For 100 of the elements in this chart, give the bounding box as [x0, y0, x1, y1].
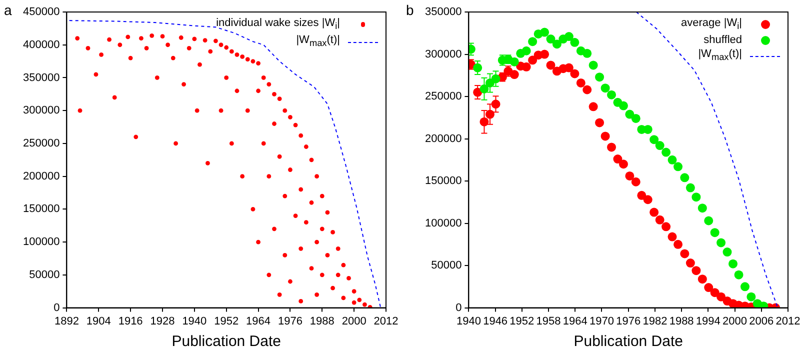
point	[582, 85, 592, 94]
point	[528, 56, 538, 65]
point	[473, 88, 482, 97]
legend-label: |W$_{max}$(t)|	[296, 33, 340, 50]
point	[746, 292, 756, 302]
x-tick-label: 1928	[150, 315, 175, 328]
x-axis-title: Publication Date	[172, 333, 281, 350]
x-tick-label: 1976	[278, 315, 302, 328]
point	[631, 177, 640, 186]
x-tick-label: 1976	[616, 315, 641, 328]
legend-label: shuffled	[704, 33, 742, 48]
point	[698, 274, 707, 284]
point	[588, 60, 598, 70]
x-tick-label: 2000	[722, 315, 748, 328]
point	[491, 74, 500, 84]
point	[582, 48, 592, 58]
y-tick-label: 250000	[424, 90, 462, 103]
point	[564, 63, 574, 72]
x-tick-label: 1958	[536, 315, 561, 328]
y-tick-label: 300000	[22, 104, 60, 117]
y-tick-label: 200000	[22, 170, 60, 182]
x-tick-label: 2000	[342, 315, 366, 328]
point	[618, 160, 628, 169]
point	[674, 240, 683, 249]
point	[595, 72, 604, 82]
y-tick-label: 150000	[22, 203, 60, 216]
point	[631, 114, 640, 123]
point	[491, 100, 500, 109]
point	[588, 102, 598, 112]
point	[618, 101, 628, 110]
y-tick-label: 450000	[22, 6, 60, 18]
y-tick-label: 150000	[424, 175, 462, 188]
x-tick-label: 1892	[54, 315, 79, 328]
legend-label: individual wake sizes |W$_{i}$|	[216, 16, 340, 34]
x-tick-label: 1952	[214, 315, 239, 328]
x-tick-label: 1952	[510, 315, 534, 328]
point	[552, 40, 562, 49]
legend-label: average |W$_{i}$|	[681, 16, 742, 34]
point	[528, 37, 538, 46]
y-tick-label: 350000	[22, 72, 60, 84]
point	[662, 222, 671, 232]
x-tick-label: 1982	[642, 315, 668, 328]
point	[595, 118, 604, 128]
point	[668, 232, 677, 242]
x-tick-label: 2012	[374, 315, 398, 328]
point	[625, 110, 634, 119]
x-tick-label: 1946	[483, 315, 508, 328]
point	[686, 183, 695, 192]
y-tick-label: 200000	[424, 132, 462, 145]
x-axis-title: Publication Date	[574, 333, 683, 350]
point	[546, 34, 556, 44]
line-series	[636, 12, 778, 308]
x-tick-label: 1904	[86, 315, 111, 328]
point	[710, 288, 720, 298]
point	[564, 32, 574, 42]
x-tick-label: 1964	[562, 315, 588, 328]
x-tick-label: 1940	[182, 315, 207, 328]
x-tick-label: 1988	[669, 315, 694, 328]
point	[680, 173, 690, 182]
point	[722, 248, 732, 257]
point	[613, 154, 622, 164]
point	[570, 69, 580, 78]
point	[662, 148, 671, 157]
y-tick-label: 50000	[29, 268, 60, 281]
point	[716, 292, 726, 302]
point	[546, 60, 556, 70]
x-tick-label: 1940	[456, 315, 481, 328]
point	[655, 215, 664, 224]
y-tick-label: 100000	[424, 217, 462, 230]
point	[600, 84, 610, 93]
point	[668, 155, 677, 164]
point	[704, 216, 714, 226]
point	[650, 208, 659, 217]
point	[650, 135, 659, 144]
y-tick-label: 400000	[22, 38, 60, 51]
point	[704, 283, 714, 292]
point	[540, 50, 550, 59]
point	[607, 90, 616, 100]
point	[576, 78, 586, 88]
point	[480, 84, 489, 94]
y-tick-label: 0	[456, 302, 462, 314]
point	[686, 258, 695, 268]
point	[510, 70, 519, 80]
y-tick-label: 0	[54, 302, 60, 314]
point	[510, 57, 519, 66]
point	[692, 266, 701, 276]
point	[692, 192, 701, 202]
x-tick-label: 2006	[749, 315, 774, 328]
chart-title: b	[406, 2, 414, 18]
point	[728, 259, 738, 268]
x-tick-label: 1970	[590, 315, 614, 328]
point	[637, 190, 646, 200]
point	[607, 142, 616, 152]
point	[522, 46, 531, 56]
y-tick-label: 100000	[22, 236, 60, 248]
point	[655, 141, 664, 150]
point	[600, 132, 610, 141]
point	[740, 282, 750, 292]
x-tick-label: 1994	[696, 315, 720, 328]
point	[643, 195, 652, 204]
